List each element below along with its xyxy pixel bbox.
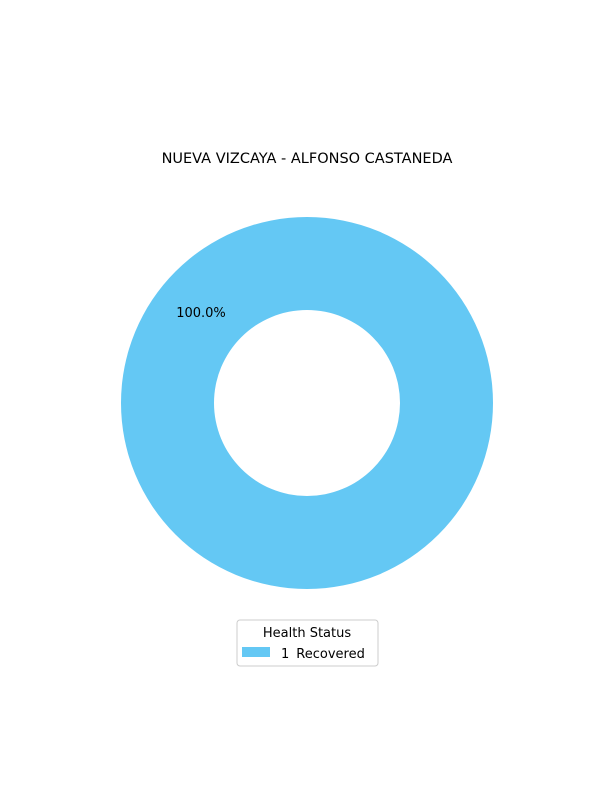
legend-title: Health Status <box>263 626 351 641</box>
legend-entry-recovered: 1 Recovered <box>281 647 365 662</box>
slices-group: 100.0% <box>121 217 493 589</box>
chart-title: NUEVA VIZCAYA - ALFONSO CASTANEDA <box>162 151 453 167</box>
legend-entry-count: 1 <box>281 647 289 662</box>
slice-recovered <box>121 217 493 589</box>
slice-percent-label: 100.0% <box>176 306 226 321</box>
legend-entry-label: Recovered <box>296 647 365 662</box>
legend-frame <box>236 619 379 667</box>
legend-swatch-recovered <box>242 647 270 657</box>
legend: Health Status 1 Recovered <box>236 619 379 667</box>
